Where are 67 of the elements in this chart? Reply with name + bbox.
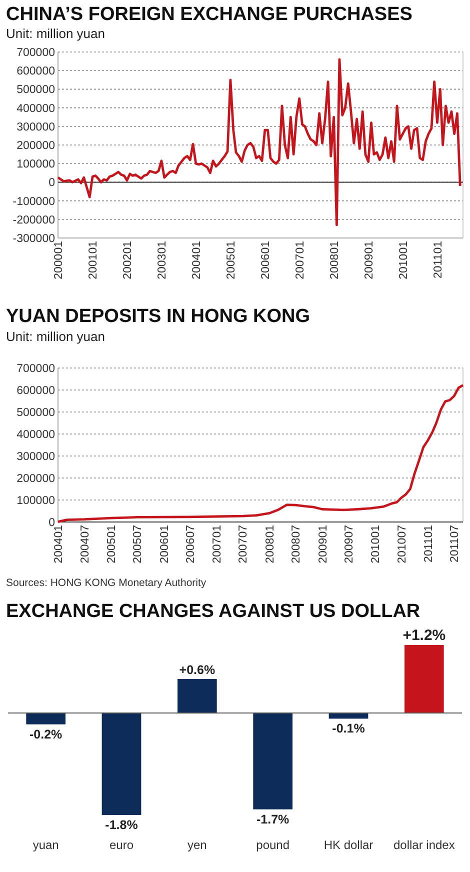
x-tick-label: yen [187,838,207,852]
y-tick-label: 700000 [16,47,55,60]
source-note: Sources: HONG KONG Monetary Authority [6,577,207,589]
y-tick-label: 0 [48,517,55,530]
x-tick-label: yuan [32,838,59,852]
chart-subtitle: Unit: million yuan [6,329,105,344]
data-label: -0.2% [30,727,62,742]
x-tick-label: HK dollar [324,838,374,852]
x-tick-label: pound [256,838,290,852]
x-tick-label: 201001 [398,241,410,280]
x-tick-label: 200707 [238,525,250,564]
y-tick-label: 400000 [16,429,55,442]
y-tick-label: 300000 [16,121,55,134]
chart-title: CHINA’S FOREIGN EXCHANGE PURCHASES [6,4,412,25]
x-tick-label: 201101 [422,525,435,563]
y-tick-label: 600000 [16,66,55,78]
x-tick-label: 200801 [328,241,341,280]
x-tick-label: 200601 [260,241,272,280]
y-tick-label: -100000 [12,196,55,208]
x-tick-label: 201001 [370,525,382,564]
x-tick-label: 201107 [449,525,462,563]
data-label: -1.7% [256,812,290,826]
x-tick-label: 200401 [53,525,66,564]
y-tick-label: -300000 [12,233,55,246]
y-tick-label: -200000 [12,214,55,226]
y-tick-label: 500000 [16,407,55,420]
line-series [56,58,462,226]
x-tick-label: 200907 [343,525,356,564]
y-tick-label: 100000 [16,158,55,171]
y-tick-label: 600000 [16,385,55,398]
x-tick-label: 200701 [212,525,224,564]
chart-title: YUAN DEPOSITS IN HONG KONG [6,306,310,327]
y-tick-label: 400000 [16,102,55,115]
x-tick-label: 200501 [106,525,118,564]
x-tick-label: 200807 [290,525,303,564]
line-series [56,384,464,523]
x-tick-label: 200801 [264,525,276,564]
x-tick-label: 200407 [79,525,92,564]
y-tick-label: 700000 [16,363,55,376]
x-tick-label: 200507 [132,525,144,564]
chart-title: EXCHANGE CHANGES AGAINST US DOLLAR [6,601,420,622]
x-tick-label: 200001 [53,241,66,280]
x-tick-label: 201007 [396,525,408,564]
y-tick-label: 200000 [16,473,55,486]
x-tick-label: 201101 [432,241,444,279]
x-tick-label: 200901 [317,525,330,564]
x-tick-label: 200501 [225,241,238,280]
y-tick-label: 500000 [16,84,55,96]
x-tick-label: 200901 [363,241,376,280]
x-tick-label: 200401 [190,241,203,280]
x-tick-label: 200201 [122,241,134,280]
x-tick-label: dollar index [393,838,455,852]
x-tick-label: 200701 [294,241,306,280]
x-tick-label: 200101 [88,241,100,280]
x-tick-label: euro [109,838,134,852]
data-label: +1.2% [402,627,446,644]
y-tick-label: 200000 [16,140,55,152]
y-tick-label: 100000 [16,495,55,508]
data-label: +0.6% [179,663,216,677]
x-tick-label: 200601 [158,525,171,564]
data-label: -0.1% [332,722,365,736]
x-tick-label: 200607 [184,525,197,564]
data-label: -1.8% [105,818,138,832]
x-tick-label: 200301 [156,241,168,280]
y-tick-label: 0 [48,177,55,190]
chart-subtitle: Unit: million yuan [6,26,105,41]
y-tick-label: 300000 [16,451,55,464]
